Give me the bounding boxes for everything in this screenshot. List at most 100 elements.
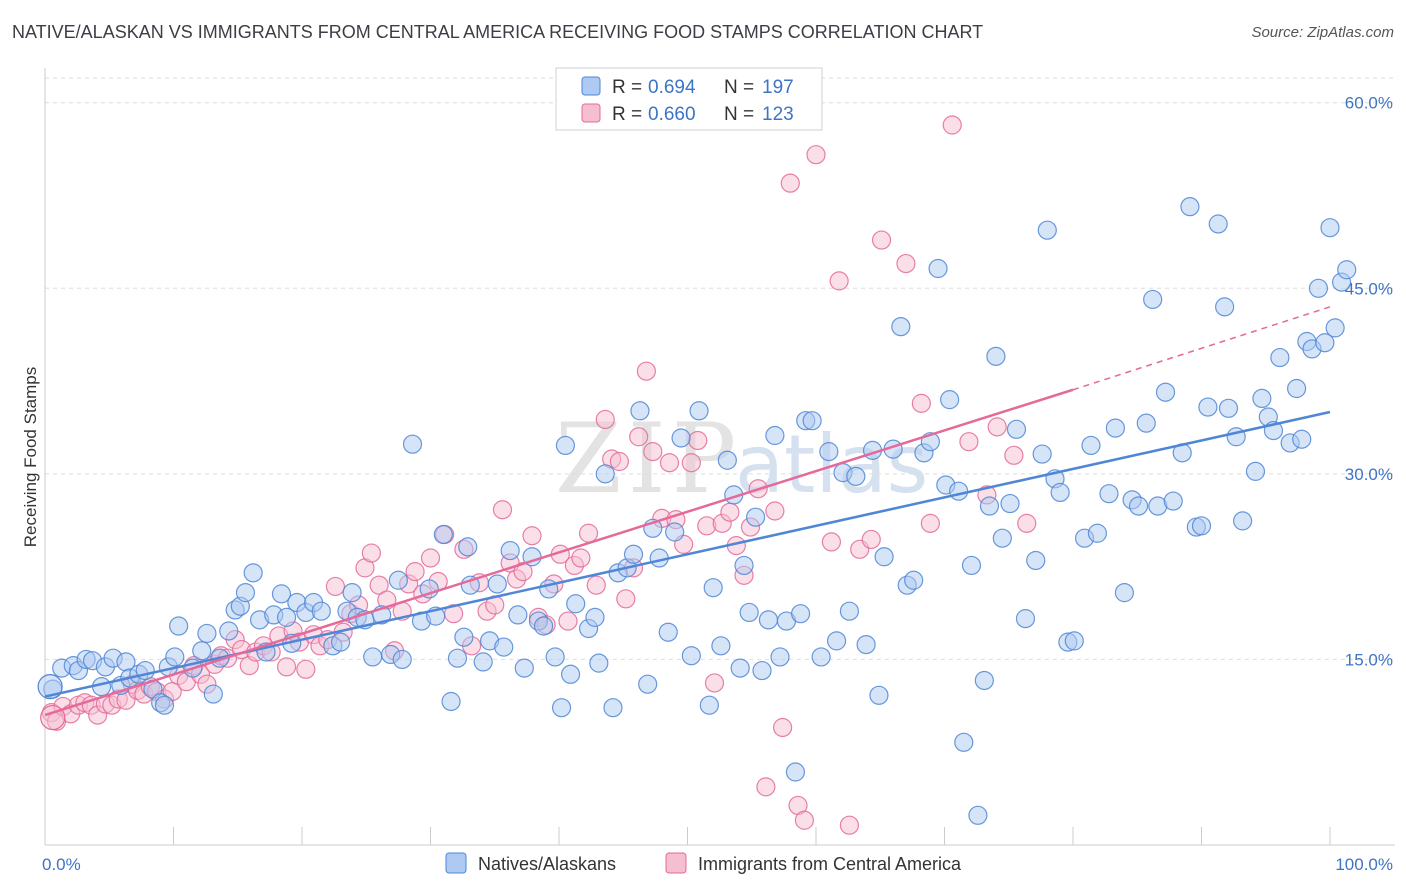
immigrants-point — [920, 513, 940, 533]
natives-point — [473, 652, 493, 672]
bottom-legend-natives: Natives/Alaskans — [478, 854, 616, 874]
natives-point — [1325, 318, 1345, 338]
natives-point — [458, 537, 478, 557]
natives-point — [203, 684, 223, 704]
immigrants-point — [609, 451, 629, 472]
immigrants-point — [522, 526, 542, 546]
natives-point — [623, 544, 644, 564]
natives-point — [1099, 484, 1119, 504]
chart-title: NATIVE/ALASKAN VS IMMIGRANTS FROM CENTRA… — [12, 22, 984, 42]
natives-point — [758, 610, 779, 630]
natives-point — [1050, 482, 1070, 503]
immigrants-point — [636, 361, 656, 381]
natives-point — [638, 674, 658, 694]
natives-point — [1233, 511, 1253, 531]
immigrants-point — [704, 673, 725, 693]
y-tick-label: 45.0% — [1345, 279, 1393, 298]
natives-point — [1087, 523, 1108, 543]
natives-point — [954, 732, 974, 752]
x-tick-label-max: 100.0% — [1335, 855, 1393, 874]
immigrants-point — [794, 810, 815, 830]
immigrants-point — [420, 548, 441, 568]
immigrants-point — [911, 393, 931, 413]
immigrants-point — [756, 777, 776, 797]
natives-point — [1026, 550, 1046, 571]
natives-point — [330, 632, 351, 652]
immigrants-point — [720, 502, 740, 522]
natives-point — [869, 685, 889, 705]
natives-point — [699, 695, 719, 715]
natives-point — [1064, 631, 1084, 651]
x-tick-label-min: 0.0% — [42, 855, 81, 874]
immigrants-point — [780, 173, 800, 193]
natives-point — [746, 507, 766, 527]
natives-point — [739, 602, 759, 623]
natives-point — [979, 496, 1000, 516]
natives-point — [949, 481, 969, 501]
natives-point — [433, 524, 453, 545]
natives-trend-line — [44, 410, 1331, 698]
natives-point — [703, 578, 723, 598]
natives-point — [711, 636, 731, 656]
natives-point — [447, 648, 468, 668]
natives-point — [1308, 278, 1329, 298]
natives-point — [37, 674, 63, 700]
source-label: Source: ZipAtlas.com — [1251, 24, 1394, 41]
legend-r-value: 0.660 — [648, 104, 696, 125]
y-axis-label: Receiving Food Stamps — [21, 367, 40, 547]
immigrants-point — [276, 657, 297, 677]
natives-point — [846, 466, 866, 486]
y-tick-label: 30.0% — [1345, 465, 1393, 484]
legend-r-label: R = — [612, 77, 642, 98]
natives-point — [1163, 491, 1183, 511]
natives-point — [454, 627, 474, 647]
natives-point — [856, 634, 876, 655]
legend-r-value: 0.694 — [648, 77, 696, 98]
natives-point — [603, 698, 623, 718]
natives-point — [154, 695, 175, 715]
natives-point — [551, 698, 572, 718]
y-tick-label: 15.0% — [1345, 650, 1393, 669]
legend-n-value: 197 — [762, 77, 794, 98]
natives-point — [560, 664, 581, 684]
legend-n-value: 123 — [762, 104, 794, 125]
natives-point — [986, 346, 1006, 366]
natives-point — [1286, 378, 1307, 399]
immigrants-point — [681, 453, 701, 473]
immigrants-point — [595, 409, 615, 430]
natives-point — [500, 540, 520, 561]
x-tick-labels: 0.0% 100.0% — [42, 855, 1393, 874]
immigrants-point — [896, 253, 916, 274]
natives-point — [545, 647, 565, 667]
natives-point — [1252, 388, 1272, 409]
legend-swatch-immigrants — [581, 103, 601, 123]
natives-point — [402, 434, 423, 454]
bottom-legend: Natives/Alaskans Immigrants from Central… — [445, 852, 962, 874]
immigrants-point — [829, 271, 849, 291]
natives-point — [1015, 609, 1036, 629]
immigrants-point — [772, 717, 793, 738]
natives-point — [765, 425, 785, 446]
legend-n-label: N = — [724, 104, 754, 125]
immigrants-point — [369, 575, 389, 595]
immigrants-point — [578, 523, 599, 543]
natives-point — [1105, 418, 1126, 438]
natives-point — [658, 622, 678, 642]
legend-r-label: R = — [612, 104, 642, 125]
natives-point — [928, 258, 948, 279]
natives-point — [392, 649, 412, 670]
natives-point — [1037, 220, 1057, 240]
natives-point — [940, 390, 960, 410]
natives-point — [770, 647, 790, 667]
natives-point — [826, 631, 847, 651]
y-tick-label: 60.0% — [1345, 94, 1393, 113]
trend-lines — [44, 306, 1331, 717]
natives-point — [968, 805, 988, 825]
natives-point — [589, 653, 609, 673]
immigrants-point — [1017, 513, 1037, 533]
natives-point — [665, 522, 685, 542]
legend-swatch-natives — [581, 76, 601, 96]
natives-point — [585, 607, 605, 627]
immigrants-point — [1004, 445, 1024, 465]
